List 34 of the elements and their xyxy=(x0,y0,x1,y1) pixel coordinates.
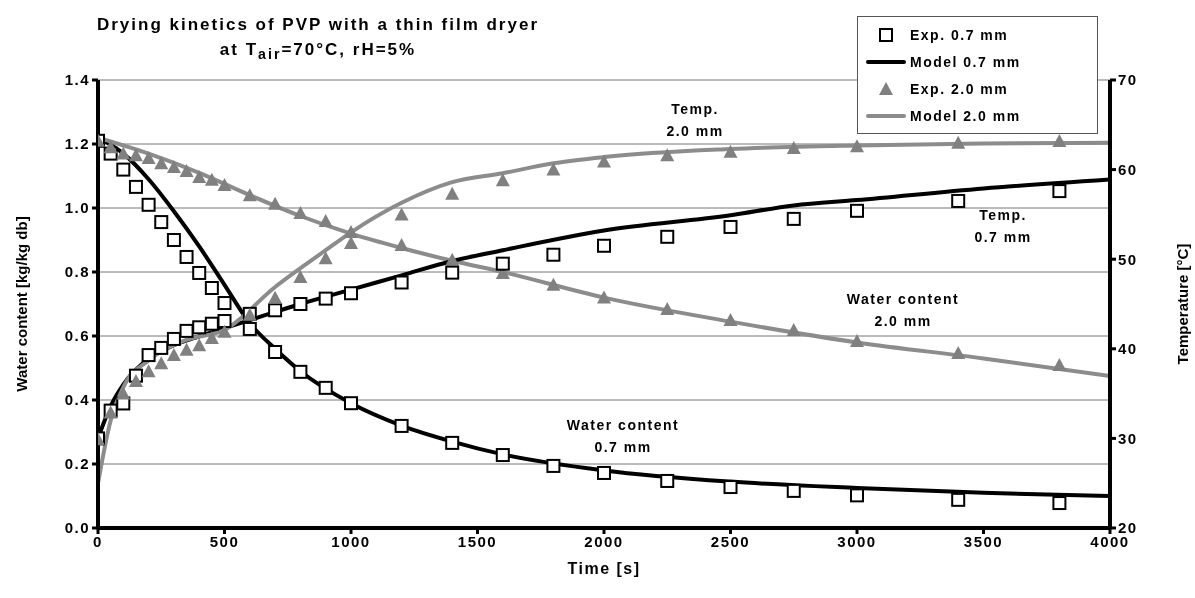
y2-tick-label: 30 xyxy=(1118,429,1138,447)
x-tick-label: 3000 xyxy=(837,532,877,550)
y-tick-label: 0.6 xyxy=(64,327,90,345)
x-axis-title: Time [s] xyxy=(567,560,641,577)
y-tick-label: 0.4 xyxy=(64,391,90,409)
x-tick-label: 2000 xyxy=(584,532,624,550)
annotation: Temp. 0.7 mm xyxy=(973,206,1033,247)
y2-tick-label: 70 xyxy=(1118,71,1138,89)
x-tick-label: 3500 xyxy=(963,532,1004,550)
x-tick-label: 500 xyxy=(209,532,240,550)
y2-tick-label: 50 xyxy=(1118,250,1138,268)
y2-tick-label: 60 xyxy=(1118,160,1138,178)
y2-axis-title: Temperature [°C] xyxy=(1174,243,1192,365)
annotation: Temp. 2.0 mm xyxy=(665,100,725,141)
y2-tick-label: 40 xyxy=(1118,340,1138,358)
chart-title: Drying kinetics of PVP with a thin film dryer xyxy=(95,14,540,36)
legend-label: Exp. 0.7 mm xyxy=(910,26,1009,43)
x-tick-label: 2500 xyxy=(710,532,751,550)
y-tick-label: 0.2 xyxy=(64,455,90,473)
legend-label: Exp. 2.0 mm xyxy=(910,80,1009,97)
y-tick-label: 1.2 xyxy=(64,135,90,153)
x-tick-label: 0 xyxy=(93,532,103,550)
y-tick-label: 1.0 xyxy=(64,199,90,217)
y-tick-label: 0.0 xyxy=(64,519,90,537)
annotation: Water content 2.0 mm xyxy=(845,290,961,331)
x-tick-label: 1000 xyxy=(331,532,371,550)
legend-label: Model 2.0 mm xyxy=(910,107,1021,124)
annotation: Water content 0.7 mm xyxy=(565,416,681,457)
y-axis-title: Water content [kg/kg db] xyxy=(13,216,31,392)
chart-subtitle: at T$_{air}$=70°C, rH=5% xyxy=(218,39,418,65)
legend-label: Model 0.7 mm xyxy=(910,53,1021,70)
y-tick-label: 0.8 xyxy=(64,263,90,281)
y-tick-label: 1.4 xyxy=(64,71,90,89)
x-tick-label: 1500 xyxy=(457,532,498,550)
